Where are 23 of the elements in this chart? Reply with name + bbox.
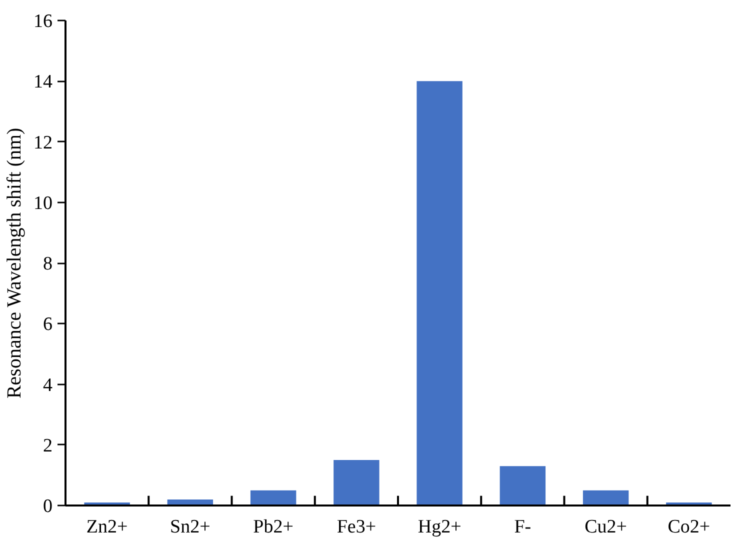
x-tick-label: Fe3+ xyxy=(336,516,376,538)
y-tick-label: 14 xyxy=(34,72,53,93)
bar xyxy=(500,466,546,506)
y-tick-label: 10 xyxy=(34,192,52,214)
bar xyxy=(334,460,380,506)
y-axis-title: Resonance Wavelength shift (nm) xyxy=(4,128,26,399)
bar xyxy=(250,490,296,506)
x-tick-label: Co2+ xyxy=(668,516,710,538)
y-tick-label: 12 xyxy=(34,132,52,154)
y-tick-label: 6 xyxy=(43,314,52,336)
y-tick-label: 16 xyxy=(34,11,52,32)
x-tick-label: Pb2+ xyxy=(253,516,294,538)
y-tick-label: 0 xyxy=(43,496,52,517)
x-tick-label: Cu2+ xyxy=(584,516,628,538)
bar xyxy=(582,490,629,506)
y-tick-label: 8 xyxy=(43,254,52,274)
x-tick-label: Sn2+ xyxy=(170,516,210,538)
x-tick-label: Zn2+ xyxy=(86,516,128,538)
x-tick-label: Hg2+ xyxy=(418,516,462,538)
x-tick-label: F- xyxy=(514,516,532,538)
y-tick-label: 4 xyxy=(43,374,53,396)
bar xyxy=(416,81,462,506)
y-tick-label: 2 xyxy=(43,435,52,456)
